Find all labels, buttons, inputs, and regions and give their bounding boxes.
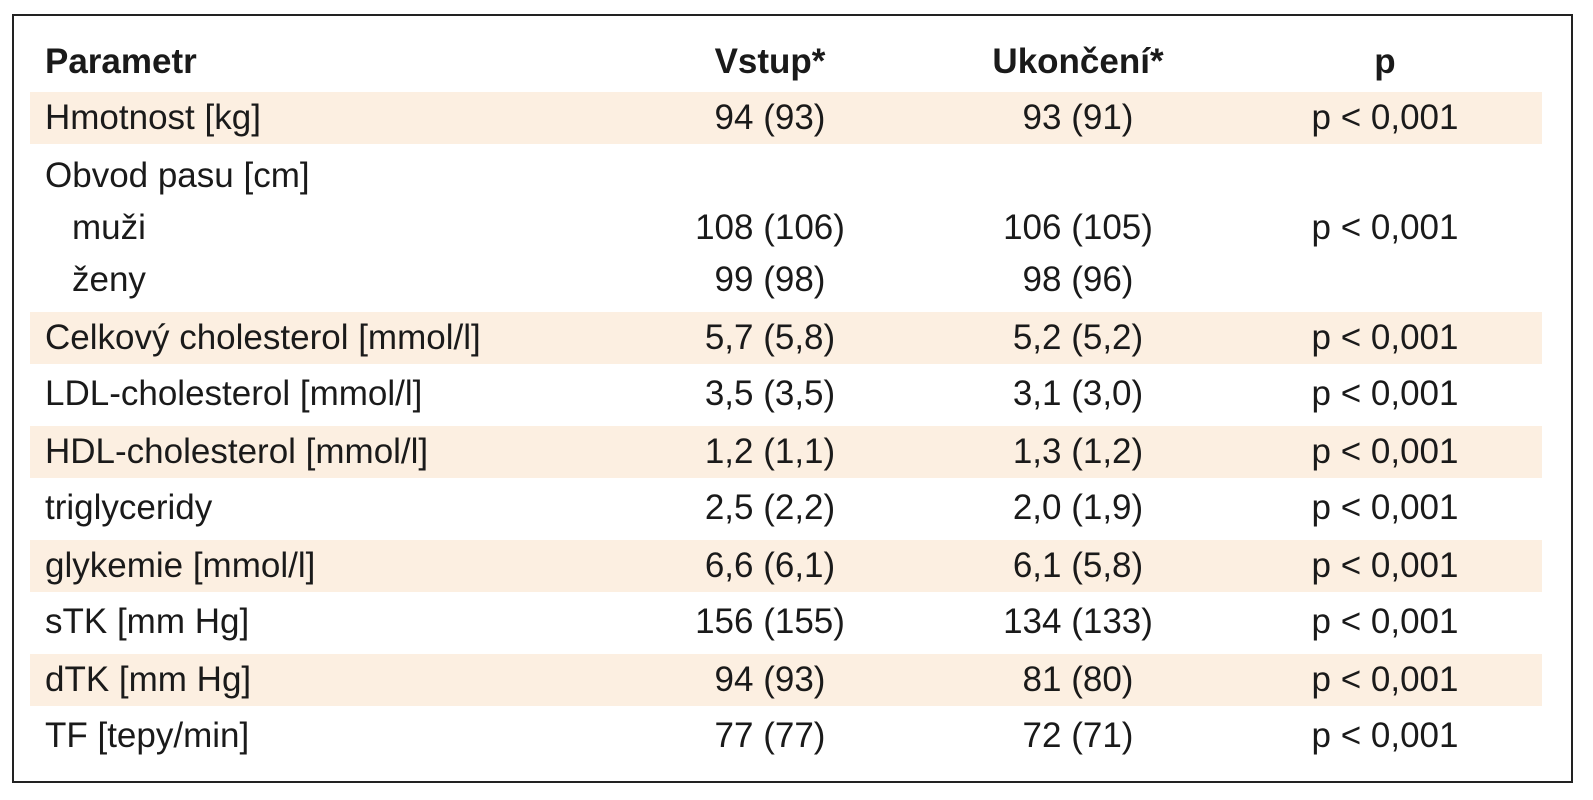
value-cell: 93 (91) [1022,98,1134,137]
row-label: sTK [mm Hg] [45,602,250,641]
value-cell: 5,7 (5,8) [704,318,836,357]
value-cell: 77 (77) [714,716,826,755]
value-cell: 6,6 (6,1) [704,546,836,585]
row-shading [30,312,1542,364]
value-cell: 106 (105) [1003,208,1153,247]
value-cell: 99 (98) [714,260,826,299]
row-shading [30,540,1542,592]
header-cell: p [1374,42,1396,81]
value-cell: p < 0,001 [1311,208,1459,247]
row-label: Hmotnost [kg] [45,98,261,137]
value-cell: p < 0,001 [1311,432,1459,471]
value-cell: p < 0,001 [1311,98,1459,137]
row-label: muži [72,208,146,247]
value-cell: 5,2 (5,2) [1012,318,1144,357]
value-cell: 156 (155) [695,602,845,641]
value-cell: 2,0 (1,9) [1012,488,1144,527]
value-cell: 3,5 (3,5) [704,374,836,413]
row-shading [30,654,1542,706]
value-cell: 72 (71) [1022,716,1134,755]
value-cell: 2,5 (2,2) [704,488,836,527]
value-cell: p < 0,001 [1311,660,1459,699]
header-cell: Vstup* [714,42,826,81]
value-cell: 1,3 (1,2) [1012,432,1144,471]
value-cell: 98 (96) [1022,260,1134,299]
header-cell: Ukončení* [992,42,1164,81]
value-cell: 134 (133) [1003,602,1153,641]
row-label: glykemie [mmol/l] [45,546,316,585]
row-label: Celkový cholesterol [mmol/l] [45,318,481,357]
value-cell: p < 0,001 [1311,374,1459,413]
row-label: LDL-cholesterol [mmol/l] [45,374,423,413]
row-label: HDL-cholesterol [mmol/l] [45,432,429,471]
value-cell: 3,1 (3,0) [1012,374,1144,413]
row-shading [30,92,1542,144]
row-label: Obvod pasu [cm] [45,156,310,195]
value-cell: p < 0,001 [1311,602,1459,641]
value-cell: p < 0,001 [1311,318,1459,357]
row-label: dTK [mm Hg] [45,660,252,699]
row-label: TF [tepy/min] [45,716,250,755]
row-label: triglyceridy [45,488,213,527]
value-cell: 1,2 (1,1) [704,432,836,471]
row-label: ženy [72,260,146,299]
value-cell: p < 0,001 [1311,716,1459,755]
table-frame [12,14,1573,783]
value-cell: 94 (93) [714,660,826,699]
value-cell: 81 (80) [1022,660,1134,699]
row-shading [30,426,1542,478]
value-cell: p < 0,001 [1311,488,1459,527]
header-cell: Parametr [45,42,197,81]
value-cell: p < 0,001 [1311,546,1459,585]
value-cell: 108 (106) [695,208,845,247]
value-cell: 6,1 (5,8) [1012,546,1144,585]
value-cell: 94 (93) [714,98,826,137]
